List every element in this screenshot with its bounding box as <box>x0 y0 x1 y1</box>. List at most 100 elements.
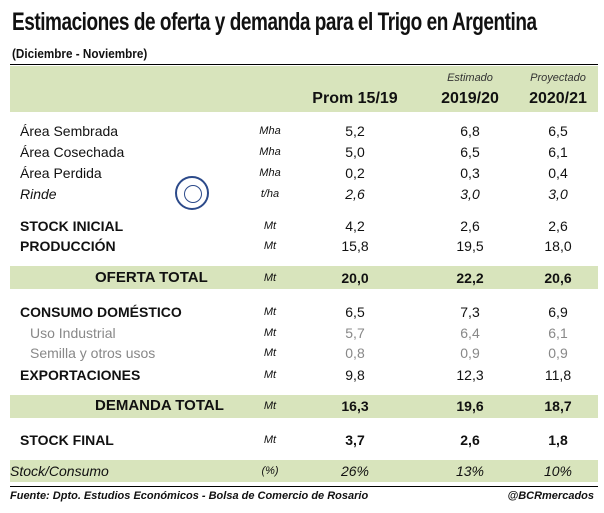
col3-header: 2020/21 <box>529 90 587 107</box>
value-prom: 26% <box>340 463 370 479</box>
col3-note: Proyectado <box>530 72 586 84</box>
value-2019-20: 2,6 <box>460 432 480 448</box>
row-unit: Mt <box>263 369 277 381</box>
row-label: CONSUMO DOMÉSTICO <box>20 304 182 320</box>
value-2020-21: 6,5 <box>548 123 568 139</box>
value-2020-21: 18,7 <box>544 398 572 414</box>
row-label: Área Sembrada <box>20 123 119 139</box>
row-label: Rinde <box>20 186 57 202</box>
row-unit: Mt <box>263 240 277 252</box>
table-row: Semilla y otros usos Mt 0,8 0,9 0,9 <box>10 343 598 363</box>
row-unit: Mha <box>259 167 281 179</box>
row-unit: Mha <box>259 125 281 137</box>
row-label: Área Perdida <box>20 165 102 181</box>
value-2019-20: 3,0 <box>460 186 480 202</box>
oferta-band <box>10 266 598 289</box>
twitter-handle: @BCRmercados <box>507 490 594 502</box>
row-unit: Mt <box>263 347 277 359</box>
table-row: OFERTA TOTAL Mt 20,0 22,2 20,6 <box>10 268 598 288</box>
value-prom: 9,8 <box>345 367 365 383</box>
value-2020-21: 0,9 <box>548 345 568 361</box>
row-unit: t/ha <box>260 188 280 200</box>
value-2020-21: 2,6 <box>548 218 568 234</box>
source-text: Fuente: Dpto. Estudios Económicos - Bols… <box>10 490 369 502</box>
col2-note: Estimado <box>447 72 493 84</box>
table-row: EXPORTACIONES Mt 9,8 12,3 11,8 <box>10 365 598 385</box>
table-row: DEMANDA TOTAL Mt 16,3 19,6 18,7 <box>10 396 598 416</box>
row-unit: Mt <box>263 272 277 284</box>
value-prom: 4,2 <box>345 218 365 234</box>
row-label: EXPORTACIONES <box>20 367 141 383</box>
value-2020-21: 0,4 <box>548 165 568 181</box>
table-row: STOCK INICIAL Mt 4,2 2,6 2,6 <box>10 216 598 236</box>
value-2019-20: 7,3 <box>460 304 480 320</box>
row-label: STOCK INICIAL <box>20 218 124 234</box>
value-prom: 5,7 <box>345 325 365 341</box>
row-unit: Mt <box>263 434 277 446</box>
page-title: Estimaciones de oferta y demanda para el… <box>12 8 537 36</box>
value-2020-21: 6,1 <box>548 144 568 160</box>
page-subtitle: (Diciembre - Noviembre) <box>12 46 148 61</box>
value-2019-20: 19,5 <box>456 238 484 254</box>
table-row: Stock/Consumo (%) 26% 13% 10% <box>10 461 598 481</box>
value-2019-20: 6,5 <box>460 144 480 160</box>
divider <box>10 64 598 65</box>
table-row: CONSUMO DOMÉSTICO Mt 6,5 7,3 6,9 <box>10 302 598 322</box>
value-2020-21: 6,9 <box>548 304 568 320</box>
value-2019-20: 12,3 <box>456 367 484 383</box>
table-row: Área Sembrada Mha 5,2 6,8 6,5 <box>10 121 598 141</box>
value-prom: 6,5 <box>345 304 365 320</box>
table-row: PRODUCCIÓN Mt 15,8 19,5 18,0 <box>10 236 598 256</box>
value-prom: 15,8 <box>341 238 369 254</box>
row-label: Área Cosechada <box>20 144 125 160</box>
value-2020-21: 6,1 <box>548 325 568 341</box>
value-prom: 0,8 <box>345 345 365 361</box>
value-2019-20: 6,4 <box>460 325 480 341</box>
row-label: PRODUCCIÓN <box>20 238 116 254</box>
row-unit: Mt <box>263 306 277 318</box>
row-unit: Mha <box>259 146 281 158</box>
value-2020-21: 1,8 <box>548 432 568 448</box>
ratio-band <box>10 460 598 482</box>
row-label: Stock/Consumo <box>10 463 109 479</box>
value-2020-21: 20,6 <box>544 270 572 286</box>
value-prom: 16,3 <box>341 398 369 414</box>
row-unit: Mt <box>263 220 277 232</box>
row-unit: (%) <box>261 465 279 477</box>
value-2020-21: 18,0 <box>544 238 572 254</box>
value-prom: 5,2 <box>345 123 365 139</box>
value-prom: 5,0 <box>345 144 365 160</box>
value-2019-20: 13% <box>455 463 485 479</box>
value-2019-20: 0,9 <box>460 345 480 361</box>
row-label: STOCK FINAL <box>20 432 114 448</box>
table-row: Área Perdida Mha 0,2 0,3 0,4 <box>10 163 598 183</box>
header-band <box>10 66 598 112</box>
value-2019-20: 0,3 <box>460 165 480 181</box>
bcr-logo <box>175 176 209 210</box>
demanda-band <box>10 395 598 418</box>
col2-header: 2019/20 <box>441 90 499 107</box>
value-2020-21: 3,0 <box>548 186 568 202</box>
row-unit: Mt <box>263 400 277 412</box>
value-2019-20: 6,8 <box>460 123 480 139</box>
value-2019-20: 22,2 <box>456 270 484 286</box>
row-label: Uso Industrial <box>30 325 116 341</box>
table-row: Área Cosechada Mha 5,0 6,5 6,1 <box>10 142 598 162</box>
row-label: DEMANDA TOTAL <box>95 397 224 414</box>
row-unit: Mt <box>263 327 277 339</box>
value-prom: 3,7 <box>345 432 365 448</box>
value-prom: 20,0 <box>341 270 369 286</box>
value-2019-20: 19,6 <box>456 398 484 414</box>
col1-header: Prom 15/19 <box>312 90 398 107</box>
value-2019-20: 2,6 <box>460 218 480 234</box>
row-label: OFERTA TOTAL <box>95 269 208 286</box>
value-prom: 0,2 <box>345 165 365 181</box>
row-label: Semilla y otros usos <box>30 345 156 361</box>
header-row: Prom 15/19 2019/20 2020/21 <box>10 89 598 109</box>
table-row: Uso Industrial Mt 5,7 6,4 6,1 <box>10 323 598 343</box>
header-notes: Estimado Proyectado <box>10 68 598 88</box>
footer: Fuente: Dpto. Estudios Económicos - Bols… <box>10 486 598 502</box>
value-2020-21: 11,8 <box>544 367 572 383</box>
value-2020-21: 10% <box>543 463 573 479</box>
